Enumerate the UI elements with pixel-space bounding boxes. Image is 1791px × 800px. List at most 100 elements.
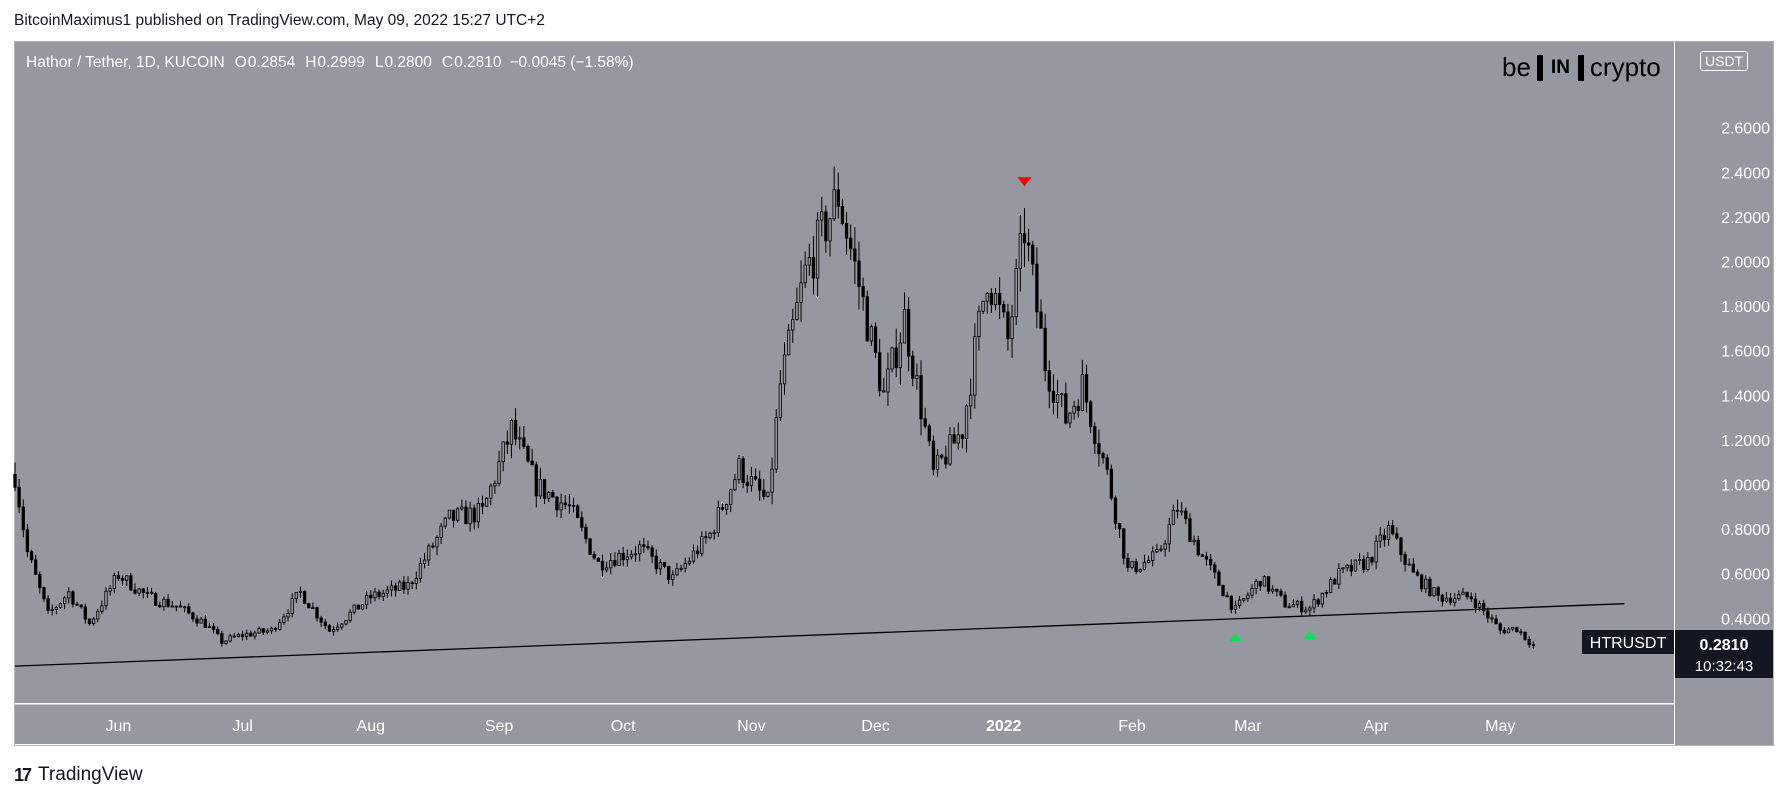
candle-body [1151,551,1155,561]
candle-body [377,591,381,597]
candle-body [178,605,183,608]
candle-body [729,489,733,505]
candle-body [898,342,902,369]
candle-body [1324,592,1329,594]
candle-body [1469,596,1473,600]
candle-body [1064,393,1068,424]
candle-body [116,575,121,579]
candle-body [29,551,34,561]
candle-body [1419,574,1424,590]
candle-body [1291,604,1296,608]
y-axis-background [1675,42,1773,745]
candle-body [555,496,559,511]
candle-body [878,352,882,392]
chart-frame [14,41,1774,746]
candle-body [1498,623,1502,631]
candle-body [1486,610,1490,619]
candle-body [352,604,356,613]
candle-body [410,582,414,585]
candle-body [667,565,671,581]
y-tick-label: 1.8000 [1721,299,1770,316]
candle-body [1341,567,1345,570]
x-axis-background [15,704,1674,744]
candle-body [1444,597,1449,602]
candle-body [79,604,83,608]
currency-unit-badge[interactable]: USDT [1700,51,1749,71]
candle-body [1246,594,1250,599]
x-axis-ticks: Jun Jul Aug Sep Oct Nov Dec 2022 Feb Mar Apr May [106,718,1516,735]
candle-body [1304,609,1308,613]
candle-body [1089,401,1093,428]
candle-body [758,478,762,491]
candle-body [675,568,679,576]
candle-body [882,390,886,393]
candle-body [981,300,985,312]
candle-body [431,545,435,548]
candle-body [75,603,79,606]
candle-body [1055,394,1060,403]
candle-body [919,375,923,420]
candle-body [505,441,509,445]
candle-body [348,611,352,621]
x-tick-label: Oct [611,718,636,735]
candle-body [832,189,836,220]
candle-body [369,594,373,599]
y-tick-label: 2.4000 [1721,165,1770,182]
candle-body [770,468,774,493]
candle-body [708,532,712,539]
candle-body [1283,594,1287,608]
candle-body [311,607,315,610]
candle-body [356,604,361,610]
candle-body [58,603,63,608]
candle-body [1482,603,1486,612]
candle-body [774,417,778,470]
candle-body [1010,316,1014,340]
candle-body [993,293,998,306]
candle-body [629,553,634,558]
candle-body [695,550,700,555]
tradingview-logo-icon: 17 [14,764,32,785]
candle-body [662,562,667,567]
candle-body [406,582,410,590]
candle-body [1155,549,1159,553]
candle-body [927,425,931,442]
candle-body [166,598,170,607]
candle-body [646,545,650,549]
candle-body [633,553,638,556]
candle-body [67,591,71,599]
candle-body [836,189,840,207]
candle-body [414,577,418,584]
candle-body [1415,571,1420,576]
candle-body [1250,587,1254,596]
candle-body [162,598,166,608]
candle-body [1080,374,1085,411]
candle-body [443,517,447,527]
candle-body [1242,598,1246,601]
support-trendline [14,603,1625,667]
candle-body [642,544,646,547]
legend-low: 0.2800 [384,54,432,71]
candle-body [302,590,307,604]
candle-body [1208,558,1213,566]
candle-body [824,211,828,242]
candle-body [365,594,369,606]
candle-body [104,590,108,607]
y-tick-label: 0.8000 [1721,522,1770,539]
candle-body [820,211,824,221]
candle-body [1308,607,1312,611]
candle-body [890,347,894,370]
candle-body [1002,304,1006,313]
candle-body [530,460,534,466]
candle-body [1093,426,1097,445]
candle-body [456,508,460,521]
candle-body [1217,571,1221,586]
candle-body [38,573,42,588]
price-tag: 0.2810 10:32:43 [1675,630,1773,678]
x-tick-label: Mar [1234,718,1262,735]
candle-body [911,355,915,379]
tradingview-footer[interactable]: 17 TradingView [14,764,143,786]
candle-body [1134,561,1138,573]
candle-body [1076,405,1080,411]
candle-body [671,574,675,581]
